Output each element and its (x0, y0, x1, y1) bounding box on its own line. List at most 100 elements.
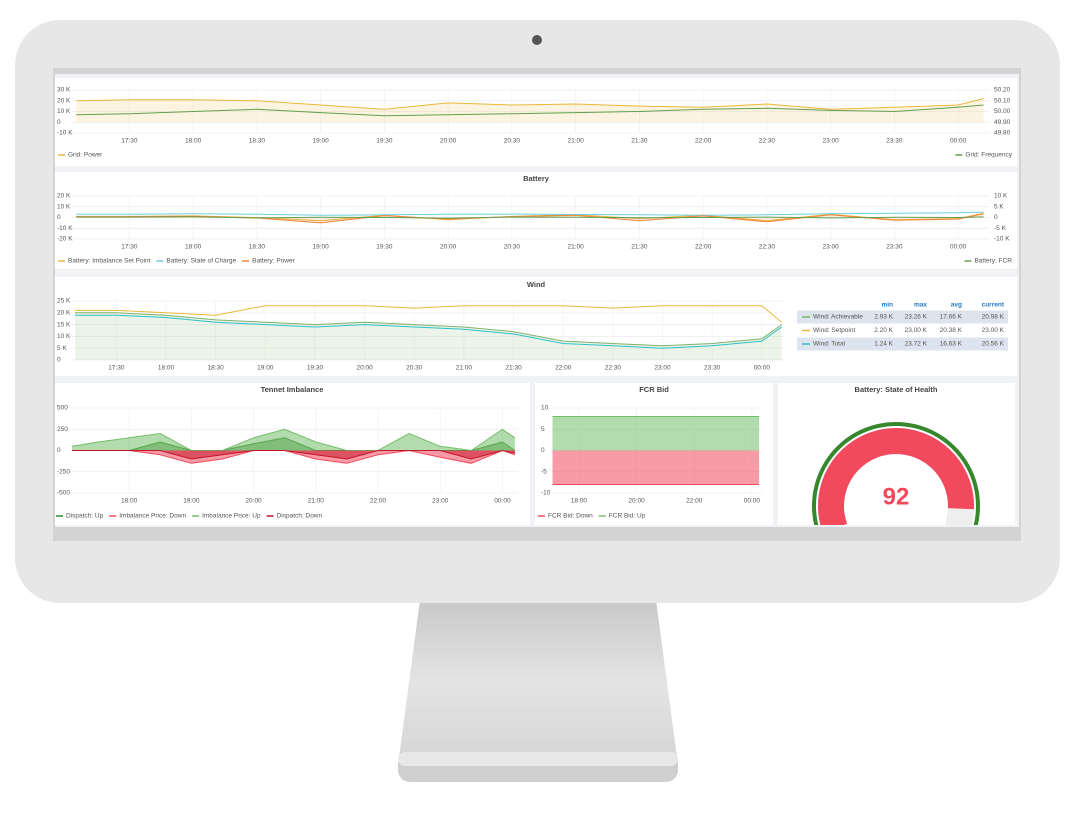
x-tick-label: 22:00 (695, 244, 712, 251)
x-tick-label: 19:30 (307, 365, 324, 372)
x-tick-label: 00:00 (754, 365, 771, 372)
x-tick-label: 18:30 (208, 365, 225, 372)
y-tick-label: 0 (57, 119, 61, 126)
y-tick-label: 250 (57, 426, 68, 433)
x-tick-label: 19:30 (376, 138, 393, 145)
x-tick-label: 23:30 (886, 138, 903, 145)
series-line (75, 305, 783, 323)
legend-label: Wind: Setpoint (813, 327, 855, 334)
x-tick-label: 23:00 (654, 365, 671, 372)
y-tick-label: 15 K (57, 321, 71, 328)
legend-table-header: current (982, 302, 1005, 309)
x-tick-label: 00:00 (494, 498, 511, 505)
x-tick-label: 18:30 (249, 244, 266, 251)
x-tick-label: 18:00 (185, 244, 202, 251)
legend-label: Dispatch: Up (66, 513, 104, 520)
y-tick-label: -10 (541, 490, 551, 497)
panel-title: Battery (523, 174, 550, 183)
y-tick-label: 5 K (994, 203, 1004, 210)
monitor-base-top (398, 752, 678, 766)
y-tick-label: 10 K (57, 333, 71, 340)
series-area (552, 450, 760, 485)
series-line (72, 449, 516, 464)
x-tick-label: 17:30 (121, 138, 138, 145)
y-tick-label: 10 (541, 405, 549, 412)
y-tick-label: 5 K (57, 345, 67, 352)
legend-label: Imbalance Price: Down (119, 513, 186, 520)
x-tick-label: 21:00 (567, 138, 584, 145)
series-line (72, 428, 516, 452)
y-tick-label: 0 (57, 357, 61, 364)
x-tick-label: 21:30 (631, 138, 648, 145)
x-tick-label: 18:30 (249, 138, 266, 145)
x-tick-label: 20:00 (440, 244, 457, 251)
x-tick-label: 19:00 (312, 244, 329, 251)
legend-stat: 2.20 K (874, 327, 893, 334)
legend-table-header: min (881, 302, 893, 309)
legend-table-header: max (914, 302, 927, 309)
gauge-value-arc (818, 428, 974, 525)
legend-label: Grid: Frequency (965, 152, 1012, 159)
y-tick-label: -5 (541, 468, 547, 475)
legend-table-header: avg (951, 302, 962, 309)
y-tick-label: 0 (57, 447, 61, 454)
x-tick-label: 23:30 (704, 365, 721, 372)
legend-stat: 1.24 K (874, 341, 893, 348)
legend-label: Dispatch: Down (277, 513, 323, 520)
x-tick-label: 21:30 (631, 244, 648, 251)
x-tick-label: 19:00 (257, 365, 274, 372)
series-line (76, 216, 984, 219)
legend-stat: 23.00 K (905, 327, 928, 334)
x-tick-label: 20:00 (440, 138, 457, 145)
x-tick-label: 22:30 (759, 244, 776, 251)
x-tick-label: 22:00 (695, 138, 712, 145)
legend-stat: 20.56 K (982, 341, 1005, 348)
x-tick-label: 23:30 (886, 244, 903, 251)
x-tick-label: 22:00 (555, 365, 572, 372)
y-tick-label: 20 K (57, 97, 71, 104)
series-line (76, 98, 984, 110)
y-tick-label: 500 (57, 405, 68, 412)
series-line (76, 211, 984, 216)
x-tick-label: 20:00 (245, 498, 262, 505)
legend-row-background (797, 337, 1008, 351)
legend-label: FCR Bid: Down (548, 513, 593, 520)
y-tick-label: 0 (994, 214, 998, 221)
monitor-stand (398, 600, 678, 765)
x-tick-label: 18:00 (158, 365, 175, 372)
x-tick-label: 21:00 (456, 365, 473, 372)
panel-title: Battery: State of Health (855, 385, 938, 394)
dashboard: 30 K 20 K 10 K 0 -10 K 50.20 50.10 50.00 49.90 49… (56, 87, 1013, 525)
x-tick-label: 19:30 (376, 244, 393, 251)
panel-title: Wind (527, 280, 546, 289)
y-tick-label: 10 K (57, 203, 71, 210)
legend-label: Battery: FCR (974, 258, 1012, 265)
series-area (72, 429, 515, 451)
y-tick-label: 20 K (57, 193, 71, 200)
legend-label: Wind: Total (813, 341, 846, 348)
y-tick-label: 30 K (57, 87, 71, 94)
y-tick-label: -10 K (57, 130, 73, 137)
x-tick-label: 20:30 (504, 138, 521, 145)
legend-stat: 17.66 K (940, 314, 963, 321)
series-area (75, 312, 782, 360)
x-tick-label: 22:30 (759, 138, 776, 145)
x-tick-label: 23:00 (432, 498, 449, 505)
x-tick-label: 22:30 (605, 365, 622, 372)
y-tick-label: -10 K (994, 236, 1010, 243)
series-line (72, 449, 516, 460)
x-tick-label: 19:00 (312, 138, 329, 145)
y-tick-label: 5 (541, 426, 545, 433)
x-tick-label: 00:00 (950, 244, 967, 251)
x-tick-label: 00:00 (744, 498, 761, 505)
camera (532, 35, 542, 45)
x-tick-label: 21:00 (308, 498, 325, 505)
y-tick-label: 20 K (57, 310, 71, 317)
x-tick-label: 18:00 (571, 498, 588, 505)
y-tick-label: 50.00 (994, 108, 1011, 115)
x-tick-label: 20:30 (504, 244, 521, 251)
legend-stat: 20.38 K (940, 327, 963, 334)
x-tick-label: 21:00 (567, 244, 584, 251)
legend-label: Wind: Achievable (813, 314, 863, 321)
y-tick-label: 50.10 (994, 97, 1011, 104)
